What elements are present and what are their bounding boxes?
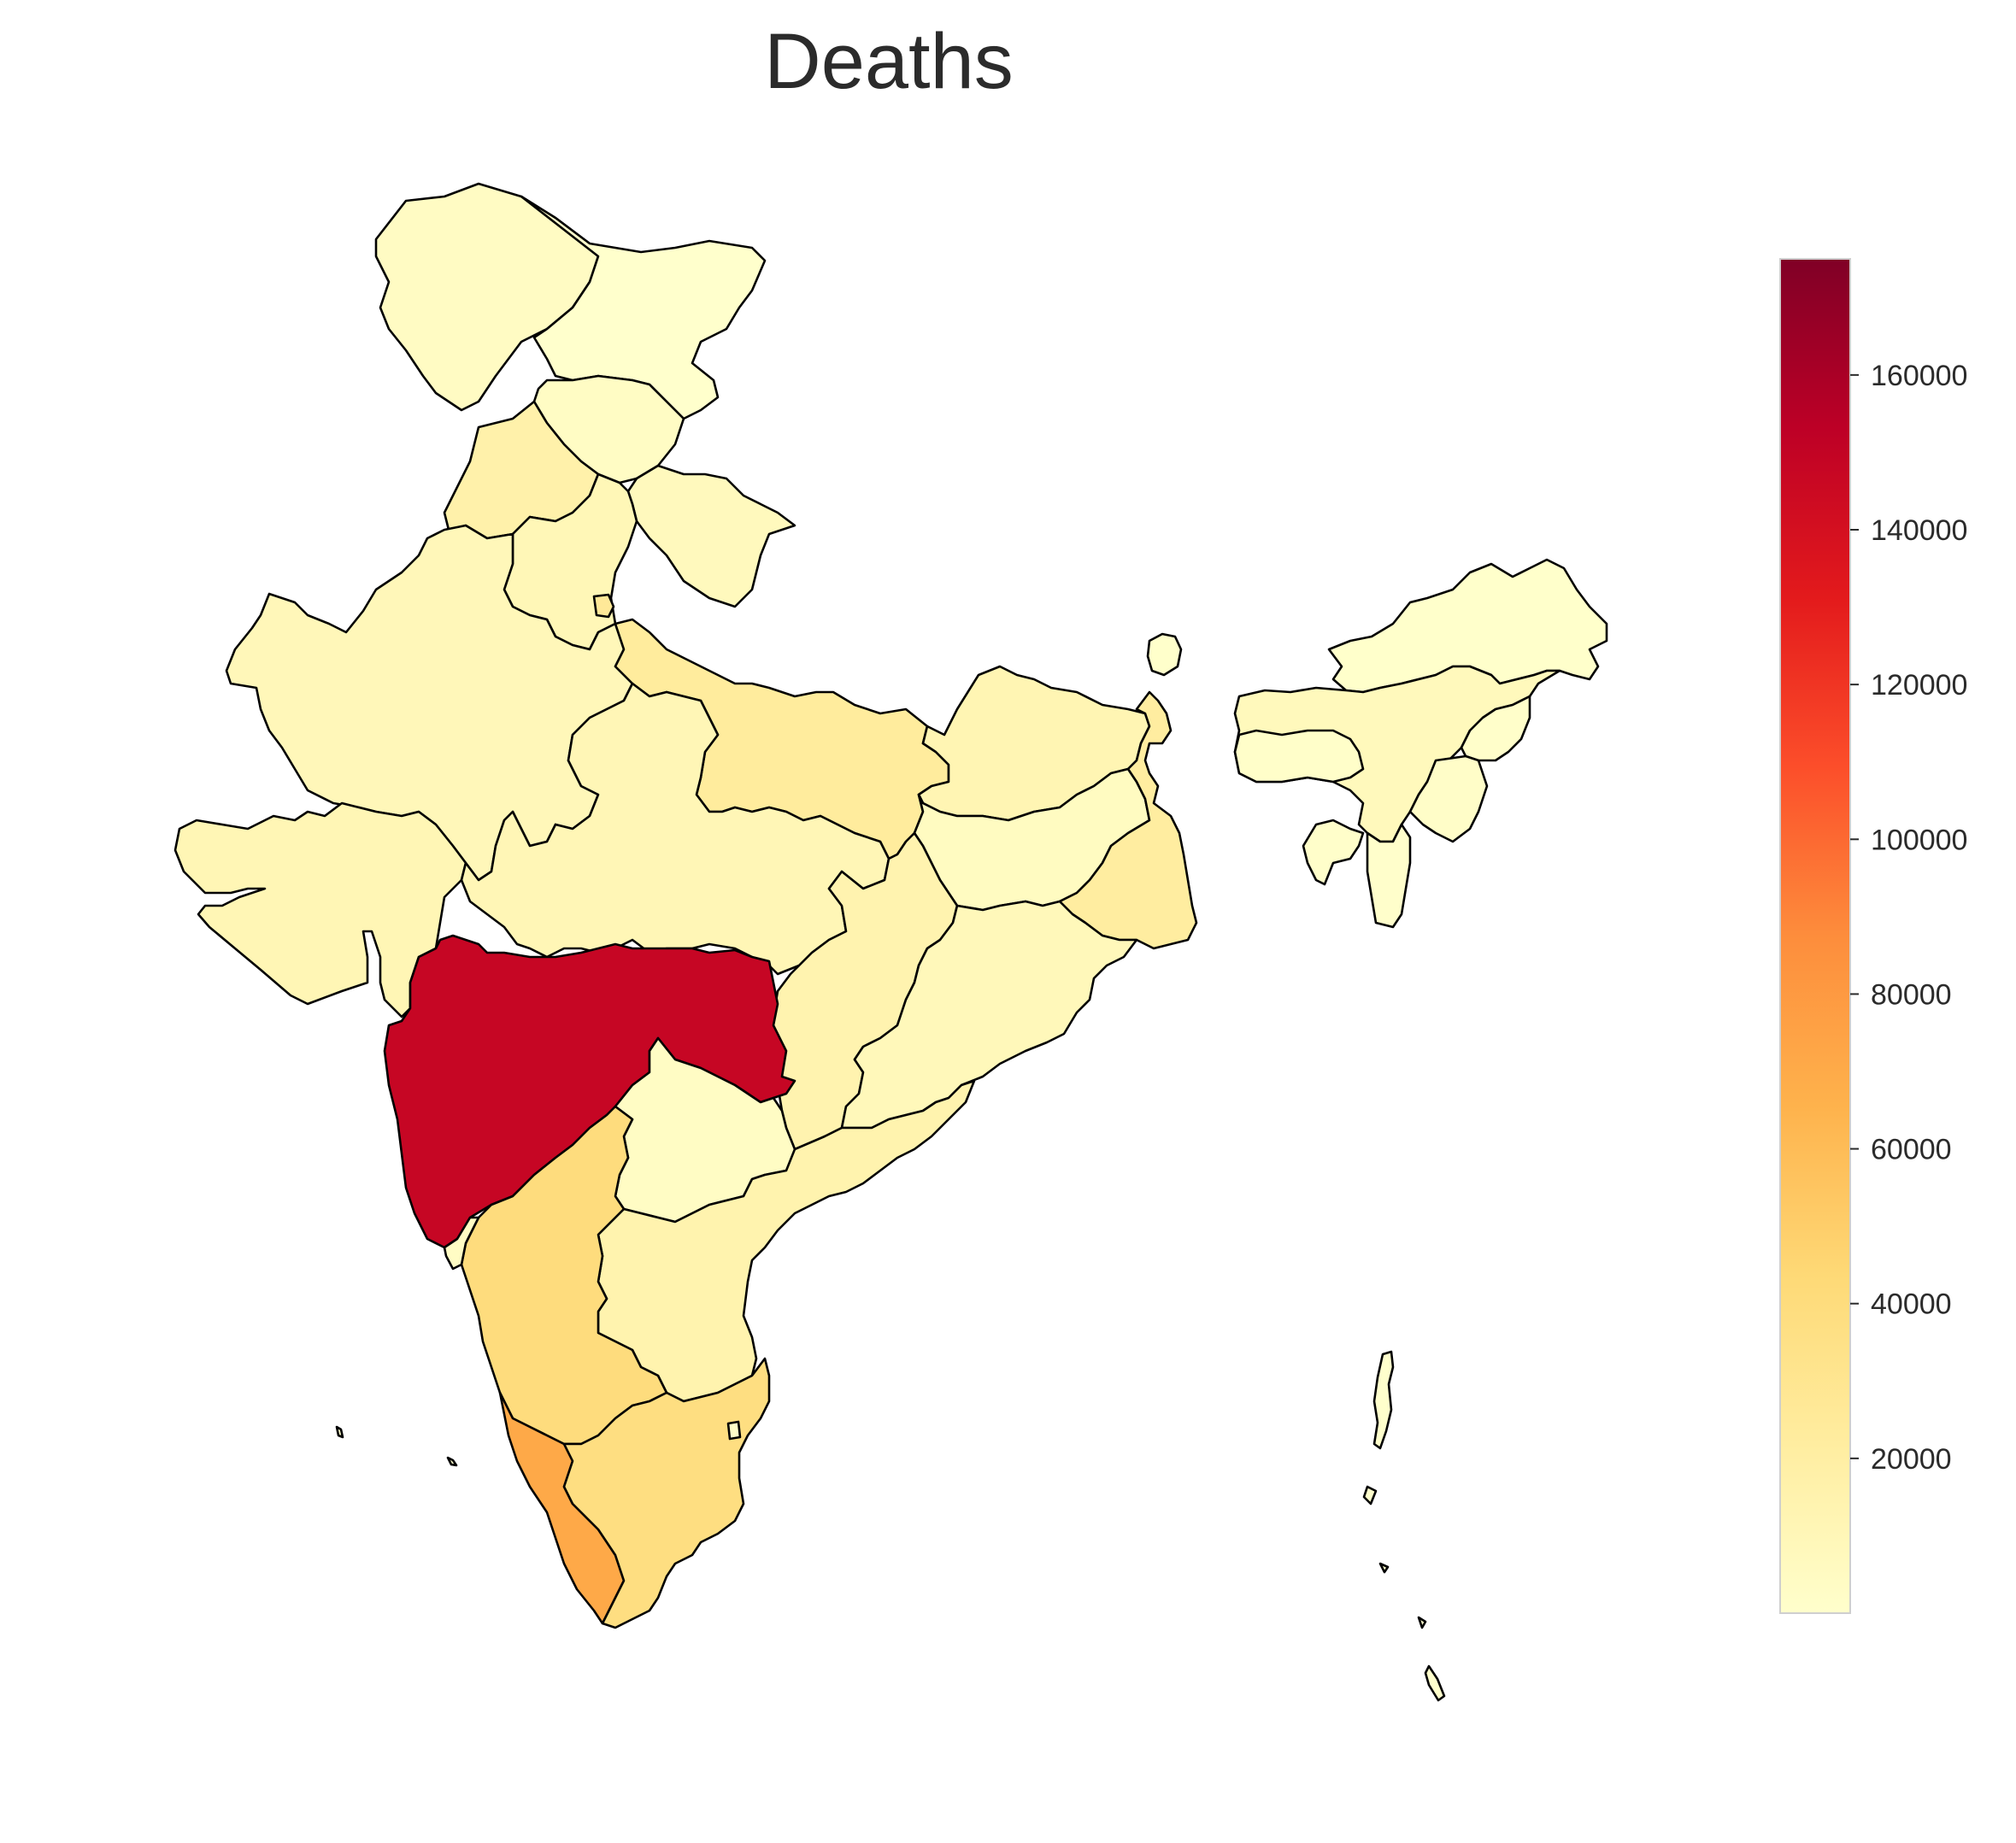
region-manipur[interactable]	[1408, 754, 1489, 843]
region-nicobar-island-2[interactable]	[1417, 1616, 1427, 1629]
region-mizoram[interactable]	[1366, 823, 1412, 929]
region-uttarakhand[interactable]	[626, 464, 796, 608]
colorbar: 20000 40000 60000 80000 100000 120000 140000 16…	[1779, 258, 1967, 1614]
map-regions	[173, 182, 1608, 1702]
region-meghalaya[interactable]	[1233, 729, 1365, 784]
map-title: Deaths	[764, 18, 1014, 105]
colorbar-tick-label: 40000	[1871, 1288, 1952, 1321]
region-west-bengal[interactable]	[1058, 690, 1198, 950]
region-andaman-nicobar[interactable]	[1372, 1350, 1395, 1450]
colorbar-tick-label: 20000	[1871, 1443, 1952, 1476]
region-puducherry[interactable]	[726, 1420, 742, 1441]
region-goa[interactable]	[443, 1216, 480, 1271]
region-andaman-island-2[interactable]	[1362, 1485, 1378, 1506]
region-lakshadweep-2[interactable]	[446, 1456, 458, 1467]
colorbar-tick-label: 160000	[1871, 360, 1967, 392]
colorbar-tick-label: 100000	[1871, 824, 1967, 856]
region-gujarat[interactable]	[173, 801, 467, 1018]
region-delhi[interactable]	[592, 593, 615, 619]
region-lakshadweep-1[interactable]	[335, 1425, 344, 1439]
colorbar-ticks: 20000 40000 60000 80000 100000 120000 140000 16…	[1850, 360, 1967, 1476]
colorbar-tick-label: 80000	[1871, 978, 1952, 1011]
region-jammu-kashmir[interactable]	[374, 182, 600, 412]
colorbar-tick-label: 120000	[1871, 669, 1967, 701]
region-nicobar-island-1[interactable]	[1378, 1562, 1390, 1574]
colorbar-tick-label: 140000	[1871, 514, 1967, 547]
region-madhya-pradesh[interactable]	[460, 682, 890, 976]
region-nicobar-island-3[interactable]	[1424, 1664, 1446, 1702]
region-sikkim[interactable]	[1146, 632, 1183, 677]
region-nagaland[interactable]	[1460, 695, 1531, 762]
region-tamil-nadu[interactable]	[562, 1357, 771, 1629]
region-tripura[interactable]	[1302, 819, 1365, 886]
colorbar-gradient	[1779, 258, 1851, 1614]
colorbar-tick-label: 60000	[1871, 1134, 1952, 1166]
region-andhra-pradesh[interactable]	[597, 1079, 976, 1403]
region-ladakh[interactable]	[520, 195, 767, 420]
